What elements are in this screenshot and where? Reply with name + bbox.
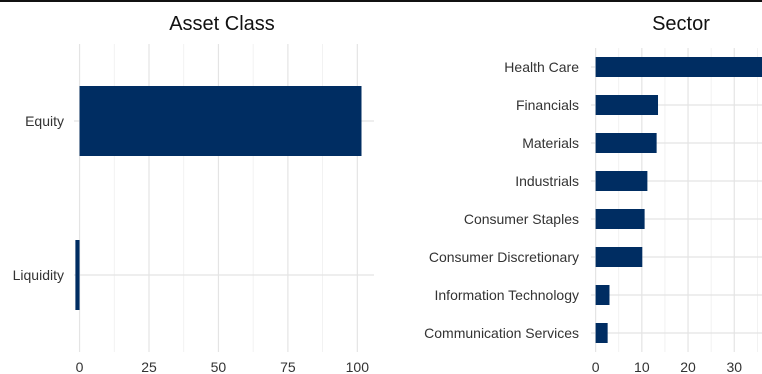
bar: [595, 57, 762, 77]
category-label: Materials: [522, 135, 579, 151]
bar: [595, 133, 657, 153]
bar: [595, 95, 659, 115]
x-tick-label: 10: [634, 359, 650, 374]
category-labels: Health Care Financials Materials Industrial…: [424, 59, 579, 341]
category-label: Equity: [25, 113, 64, 129]
x-tick-label: 30: [726, 359, 742, 374]
x-tick-labels: 0 10 20 30: [592, 359, 743, 374]
chart-title: Asset Class: [169, 13, 275, 35]
category-label: Information Technology: [435, 287, 580, 303]
bar: [595, 171, 648, 191]
x-tick-label: 0: [592, 359, 600, 374]
bar: [79, 86, 362, 156]
category-labels: Equity Liquidity: [13, 113, 64, 283]
category-label: Consumer Staples: [464, 211, 579, 227]
category-label: Consumer Discretionary: [429, 249, 579, 265]
panel-asset-class: Asset Class Equity Liquidity 0 25 50 75 100: [13, 13, 374, 374]
category-label: Health Care: [504, 59, 579, 75]
bars: [595, 57, 762, 343]
bar: [595, 323, 608, 343]
chart-title: Sector: [652, 13, 710, 35]
x-tick-label: 20: [680, 359, 696, 374]
bar: [595, 285, 610, 305]
category-label: Communication Services: [424, 325, 579, 341]
bar: [595, 247, 643, 267]
top-border: [0, 0, 762, 2]
x-tick-label: 0: [76, 359, 84, 374]
x-tick-label: 75: [280, 359, 296, 374]
x-tick-label: 25: [141, 359, 157, 374]
category-label: Industrials: [515, 173, 579, 189]
panel-sector: Sector Health Care Financials Materials Ind…: [424, 13, 762, 374]
x-tick-label: 100: [346, 359, 370, 374]
category-label: Financials: [516, 97, 579, 113]
x-tick-label: 50: [211, 359, 227, 374]
x-tick-labels: 0 25 50 75 100: [76, 359, 370, 374]
bar: [595, 209, 645, 229]
gridlines: [591, 48, 762, 352]
bar: [75, 240, 80, 310]
bars: [75, 86, 362, 310]
category-label: Liquidity: [13, 267, 64, 283]
